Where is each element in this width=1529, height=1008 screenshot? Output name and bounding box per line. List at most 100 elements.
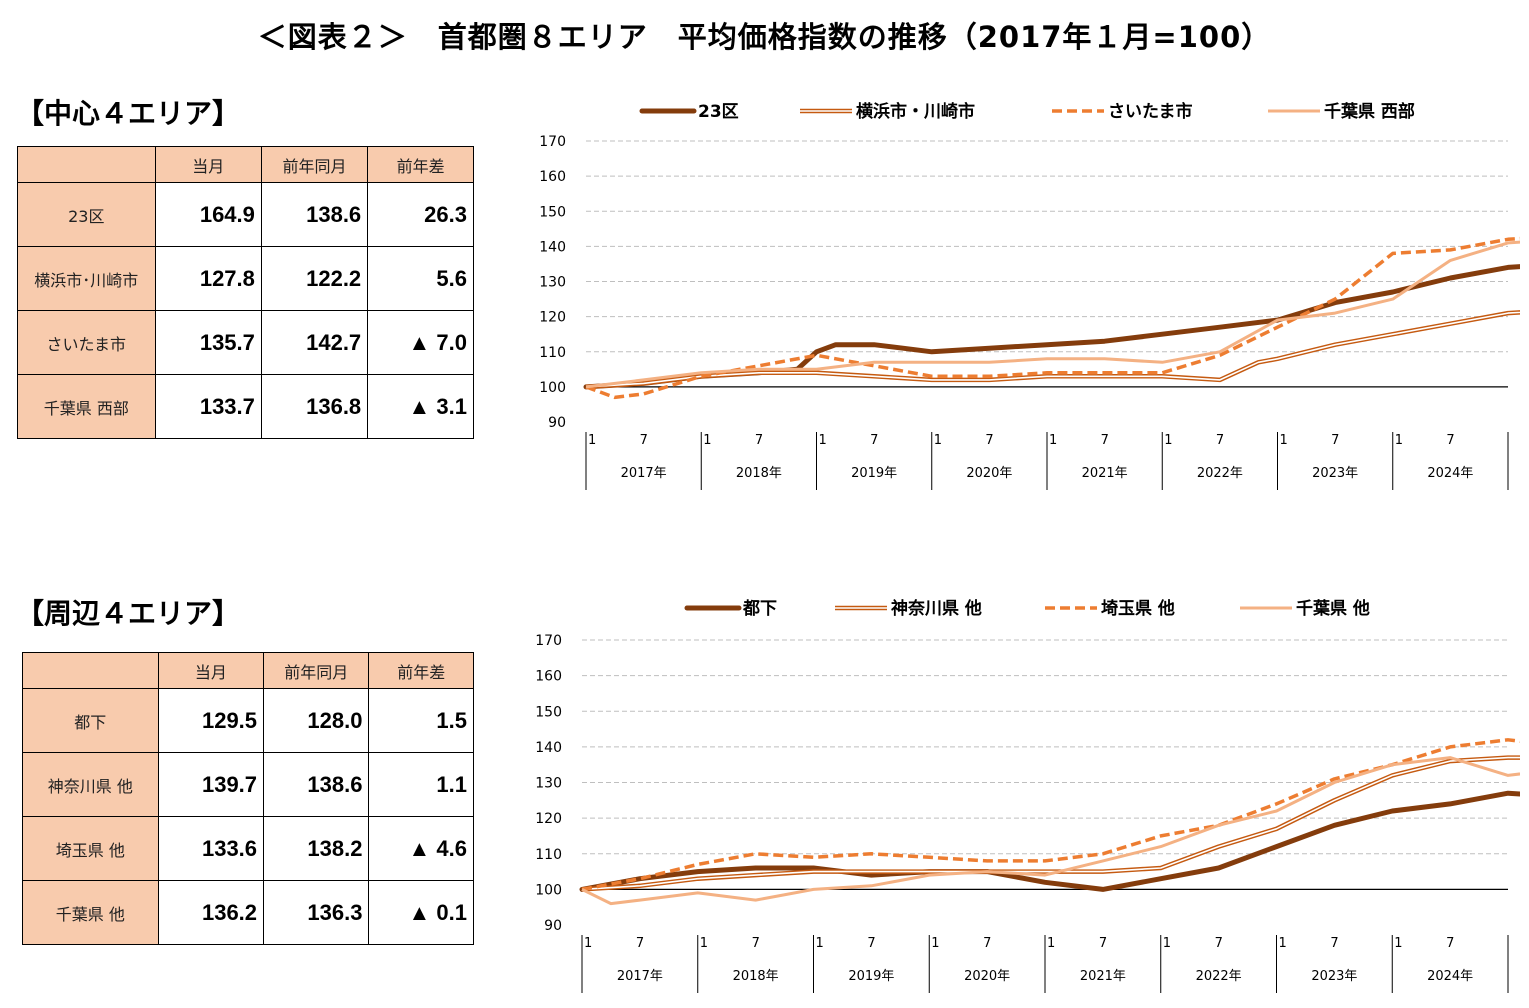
central-areas-line-chart: 90 100 110 120 130 140 150 160 170 1 7 2017年 1 7 2018年… bbox=[539, 101, 1520, 490]
x-tick-label: 7 bbox=[867, 936, 875, 951]
x-tick-label: 7 bbox=[1446, 936, 1454, 951]
series-line bbox=[579, 790, 1520, 892]
value-diff: ▲ 4.6 bbox=[368, 816, 474, 881]
section-title-peripheral: 【周辺４エリア】 bbox=[16, 597, 241, 630]
table-row: 埼玉県 他 133.6 138.2 ▲ 4.6 bbox=[22, 816, 474, 881]
header-diff: 前年差 bbox=[368, 652, 474, 689]
x-year-label: 2022年 bbox=[1197, 466, 1243, 481]
header-current: 当月 bbox=[157, 652, 265, 689]
series-line bbox=[585, 236, 1520, 400]
x-year-label: 2024年 bbox=[1427, 969, 1473, 984]
value-prev-year: 128.0 bbox=[263, 688, 370, 753]
series-line bbox=[581, 755, 1520, 892]
table-row: 千葉県 西部 133.7 136.8 ▲ 3.1 bbox=[17, 374, 474, 439]
header-diff: 前年差 bbox=[367, 146, 474, 183]
row-label: 都下 bbox=[22, 688, 159, 753]
y-tick-label: 170 bbox=[535, 633, 562, 649]
series-path-inner bbox=[581, 756, 1520, 891]
legend-label: 都下 bbox=[742, 598, 777, 619]
x-tick-label: 7 bbox=[752, 936, 760, 951]
x-tick-label: 7 bbox=[985, 433, 993, 448]
x-tick-label: 1 bbox=[934, 433, 942, 448]
x-tick-label: 1 bbox=[584, 936, 592, 951]
value-prev-year: 138.2 bbox=[263, 816, 370, 881]
value-current: 133.7 bbox=[154, 374, 262, 439]
series-line bbox=[585, 310, 1520, 390]
table-row: 都下 129.5 128.0 1.5 bbox=[22, 688, 474, 753]
table-row: さいたま市 135.7 142.7 ▲ 7.0 bbox=[17, 310, 474, 375]
x-tick-label: 7 bbox=[983, 936, 991, 951]
x-tick-label: 1 bbox=[588, 433, 596, 448]
x-year-label: 2021年 bbox=[1082, 466, 1128, 481]
x-tick-label: 7 bbox=[1330, 936, 1338, 951]
x-year-label: 2022年 bbox=[1196, 969, 1242, 984]
y-tick-label: 160 bbox=[535, 669, 562, 685]
legend-item: 都下 bbox=[684, 598, 777, 619]
x-tick-label: 1 bbox=[1047, 936, 1055, 951]
x-tick-label: 7 bbox=[870, 433, 878, 448]
series-line bbox=[581, 738, 1520, 892]
series-path-inner bbox=[585, 311, 1520, 388]
x-tick-label: 1 bbox=[1049, 433, 1057, 448]
row-label: 23区 bbox=[17, 182, 156, 247]
row-label: 横浜市･川崎市 bbox=[17, 246, 156, 311]
series-path bbox=[579, 790, 1520, 892]
x-year-label: 2024年 bbox=[1427, 466, 1473, 481]
x-year-label: 2023年 bbox=[1311, 969, 1357, 984]
x-tick-label: 1 bbox=[1280, 433, 1288, 448]
x-year-label: 2019年 bbox=[848, 969, 894, 984]
x-tick-label: 1 bbox=[703, 433, 711, 448]
x-year-label: 2017年 bbox=[621, 466, 667, 481]
x-tick-label: 1 bbox=[700, 936, 708, 951]
row-label: さいたま市 bbox=[17, 310, 156, 375]
header-prev-year: 前年同月 bbox=[260, 146, 369, 183]
value-diff: 26.3 bbox=[367, 182, 474, 247]
table-row: 23区 164.9 138.6 26.3 bbox=[17, 182, 474, 247]
value-diff: ▲ 7.0 bbox=[367, 310, 474, 375]
x-tick-label: 1 bbox=[1395, 433, 1403, 448]
legend-item: 23区 bbox=[639, 102, 739, 122]
series-path bbox=[581, 756, 1520, 906]
y-tick-label: 110 bbox=[535, 847, 562, 863]
x-tick-label: 1 bbox=[1163, 936, 1171, 951]
value-current: 136.2 bbox=[157, 880, 265, 945]
header-current: 当月 bbox=[154, 146, 262, 183]
row-label: 埼玉県 他 bbox=[22, 816, 159, 881]
table-corner bbox=[22, 652, 159, 689]
row-label: 神奈川県 他 bbox=[22, 752, 159, 817]
series-path bbox=[583, 264, 1520, 390]
table-row: 横浜市･川崎市 127.8 122.2 5.6 bbox=[17, 246, 474, 311]
series-line bbox=[581, 756, 1520, 906]
table-row: 千葉県 他 136.2 136.3 ▲ 0.1 bbox=[22, 880, 474, 945]
value-current: 129.5 bbox=[157, 688, 265, 753]
table-corner bbox=[17, 146, 156, 183]
value-prev-year: 136.8 bbox=[260, 374, 369, 439]
legend-label: 横浜市・川崎市 bbox=[856, 101, 975, 122]
y-tick-label: 90 bbox=[548, 415, 566, 431]
x-tick-label: 1 bbox=[819, 433, 827, 448]
y-tick-label: 140 bbox=[539, 239, 566, 255]
x-tick-label: 7 bbox=[1216, 433, 1224, 448]
x-year-label: 2020年 bbox=[964, 969, 1010, 984]
value-current: 135.7 bbox=[154, 310, 262, 375]
x-tick-label: 7 bbox=[1101, 433, 1109, 448]
y-tick-label: 170 bbox=[539, 134, 566, 150]
value-prev-year: 138.6 bbox=[263, 752, 370, 817]
legend: 23区 横浜市・川崎市 さいたま市 千葉県 西部 bbox=[639, 101, 1415, 122]
x-year-label: 2020年 bbox=[966, 466, 1012, 481]
legend-item: 埼玉県 他 bbox=[1045, 598, 1175, 619]
y-tick-label: 130 bbox=[535, 776, 562, 792]
x-tick-label: 7 bbox=[755, 433, 763, 448]
row-label: 千葉県 他 bbox=[22, 880, 159, 945]
value-current: 133.6 bbox=[157, 816, 265, 881]
y-tick-label: 90 bbox=[544, 918, 562, 934]
central-areas-table: 当月 前年同月 前年差 23区 164.9 138.6 26.3 横浜市･川崎市… bbox=[17, 146, 474, 439]
legend-label: 神奈川県 他 bbox=[891, 598, 982, 619]
x-tick-label: 7 bbox=[1215, 936, 1223, 951]
section-title-central: 【中心４エリア】 bbox=[16, 97, 241, 130]
value-prev-year: 138.6 bbox=[260, 182, 369, 247]
x-tick-label: 7 bbox=[1446, 433, 1454, 448]
x-tick-label: 1 bbox=[1279, 936, 1287, 951]
x-tick-label: 7 bbox=[1331, 433, 1339, 448]
x-tick-label: 7 bbox=[1099, 936, 1107, 951]
